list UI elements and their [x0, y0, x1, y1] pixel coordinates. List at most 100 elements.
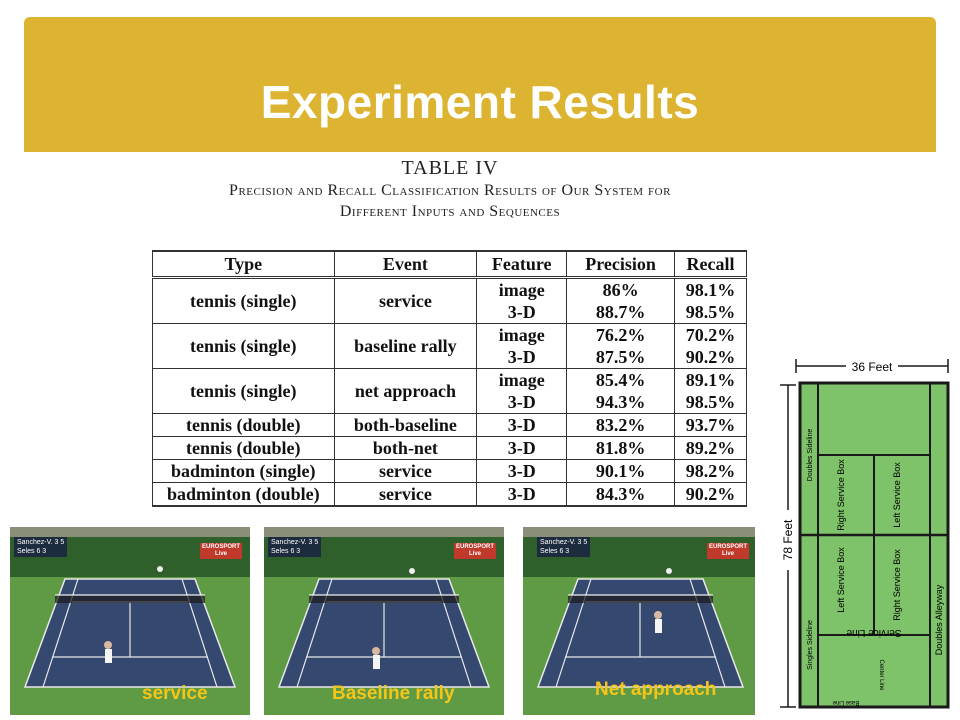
cell-recall: 70.2% 90.2% — [674, 323, 747, 369]
cell-event: net approach — [333, 368, 478, 414]
player2-name: Seles — [540, 548, 558, 555]
logo-subtext: Live — [722, 551, 735, 557]
cell-recall: 89.1% 98.5% — [674, 368, 747, 414]
col-header-event: Event — [333, 250, 478, 279]
cell-precision: 84.3% — [566, 482, 676, 507]
col-header-type: Type — [152, 250, 335, 279]
feature-value: 3-D — [507, 347, 536, 367]
cell-feature: image 3-D — [476, 277, 568, 324]
cell-type: badminton (double) — [152, 482, 335, 507]
left-service-box-top-label: Left Service Box — [892, 462, 902, 528]
table-row: tennis (single) baseline rally image 3-D … — [152, 323, 747, 369]
logo-subtext: Live — [215, 551, 228, 557]
logo-text: EUROSPORT — [456, 544, 495, 550]
tennis-photo-baseline-rally: Sanchez-V. 3 5 Seles 6 3 EUROSPORT Live … — [264, 527, 504, 715]
table-row: tennis (double) both-net 3-D 81.8% 89.2% — [152, 436, 747, 460]
cell-event: baseline rally — [333, 323, 478, 369]
col-header-feature: Feature — [476, 250, 568, 279]
eurosport-logo: EUROSPORT Live — [707, 543, 750, 559]
recall-value: 98.5% — [685, 392, 736, 412]
title-bar: Experiment Results — [24, 17, 936, 152]
feature-value: image — [498, 280, 545, 300]
logo-subtext: Live — [469, 551, 482, 557]
recall-value: 90.2% — [685, 347, 736, 367]
feature-value: 3-D — [507, 302, 536, 322]
recall-value: 70.2% — [685, 325, 736, 345]
results-table: Type Event Feature Precision Recall tenn… — [152, 250, 747, 507]
cell-type: tennis (single) — [152, 323, 335, 369]
logo-text: EUROSPORT — [709, 544, 748, 550]
table-row: tennis (single) net approach image 3-D 85… — [152, 368, 747, 414]
feature-value: image — [498, 325, 545, 345]
table-row: badminton (double) service 3-D 84.3% 90.… — [152, 482, 747, 507]
cell-event: both-net — [333, 436, 478, 460]
cell-event: service — [333, 482, 478, 507]
tennis-court-image — [264, 527, 504, 715]
table-row: tennis (double) both-baseline 3-D 83.2% … — [152, 413, 747, 437]
cell-recall: 89.2% — [674, 436, 747, 460]
court-diagram: 36 Feet 78 Feet Doubles Sideline Right S… — [776, 355, 952, 715]
service-line-label: Service Line — [846, 627, 901, 638]
precision-value: 94.3% — [595, 392, 646, 412]
cell-feature: 3-D — [476, 482, 568, 507]
table-row: tennis (single) service image 3-D 86% 88.7… — [152, 277, 747, 324]
col-header-recall: Recall — [674, 250, 747, 279]
cell-feature: image 3-D — [476, 368, 568, 414]
precision-value: 76.2% — [595, 325, 646, 345]
feature-value: 3-D — [507, 392, 536, 412]
caption-line-1: Precision and Recall Classification Resu… — [229, 182, 671, 199]
tennis-photo-net-approach: Sanchez-V. 3 5 Seles 6 3 EUROSPORT Live … — [523, 527, 755, 715]
tennis-photo-service: Sanchez-V. 3 5 Seles 6 3 EUROSPORT Live … — [10, 527, 250, 715]
doubles-sideline-label: Doubles Sideline — [807, 429, 814, 482]
cell-event: both-baseline — [333, 413, 478, 437]
logo-text: EUROSPORT — [202, 544, 241, 550]
center-line-label: Center Line — [878, 659, 884, 691]
tennis-court-image — [523, 527, 755, 715]
table-number: TABLE IV — [401, 157, 499, 179]
player2-score: 6 3 — [290, 548, 301, 555]
slide-title: Experiment Results — [260, 76, 700, 128]
photo-label-service: service — [142, 683, 208, 704]
cell-type: tennis (double) — [152, 413, 335, 437]
player2-name: Seles — [271, 548, 289, 555]
cell-feature: 3-D — [476, 436, 568, 460]
player2-name: Seles — [17, 548, 35, 555]
cell-recall: 93.7% — [674, 413, 747, 437]
photo-label-baseline-rally: Baseline rally — [332, 683, 455, 704]
left-service-box-bottom-label: Left Service Box — [836, 547, 846, 613]
precision-value: 85.4% — [595, 370, 646, 390]
cell-feature: 3-D — [476, 413, 568, 437]
photo-label-net-approach: Net approach — [595, 679, 717, 700]
eurosport-logo: EUROSPORT Live — [200, 543, 243, 559]
width-label: 36 Feet — [852, 360, 893, 374]
cell-type: badminton (single) — [152, 459, 335, 483]
precision-value: 87.5% — [595, 347, 646, 367]
recall-value: 98.1% — [685, 280, 736, 300]
recall-value: 98.5% — [685, 302, 736, 322]
cell-recall: 98.1% 98.5% — [674, 277, 747, 324]
score-box: Sanchez-V. 3 5 Seles 6 3 — [14, 537, 68, 557]
cell-feature: image 3-D — [476, 323, 568, 369]
cell-feature: 3-D — [476, 459, 568, 483]
court-dimensions-svg: 36 Feet 78 Feet Doubles Sideline Right S… — [780, 359, 950, 709]
table-row: badminton (single) service 3-D 90.1% 98.… — [152, 459, 747, 483]
cell-precision: 81.8% — [566, 436, 676, 460]
tennis-court-image — [10, 527, 250, 715]
player2-score: 6 3 — [559, 548, 570, 555]
player1-score: 3 5 — [577, 539, 588, 546]
cell-event: service — [333, 277, 478, 324]
cell-recall: 90.2% — [674, 482, 747, 507]
cell-recall: 98.2% — [674, 459, 747, 483]
feature-value: image — [498, 370, 545, 390]
table-header-row: Type Event Feature Precision Recall — [152, 250, 747, 279]
cell-precision: 83.2% — [566, 413, 676, 437]
table-caption: TABLE IV Precision and Recall Classifica… — [140, 157, 760, 222]
col-header-precision: Precision — [566, 250, 676, 279]
eurosport-logo: EUROSPORT Live — [454, 543, 497, 559]
caption-line-2: Different Inputs and Sequences — [339, 203, 561, 220]
doubles-alleyway-label: Doubles Alleyway — [934, 584, 944, 655]
cell-precision: 76.2% 87.5% — [566, 323, 676, 369]
player1-name: Sanchez-V. — [17, 539, 53, 546]
score-box: Sanchez-V. 3 5 Seles 6 3 — [268, 537, 322, 557]
recall-value: 89.1% — [685, 370, 736, 390]
